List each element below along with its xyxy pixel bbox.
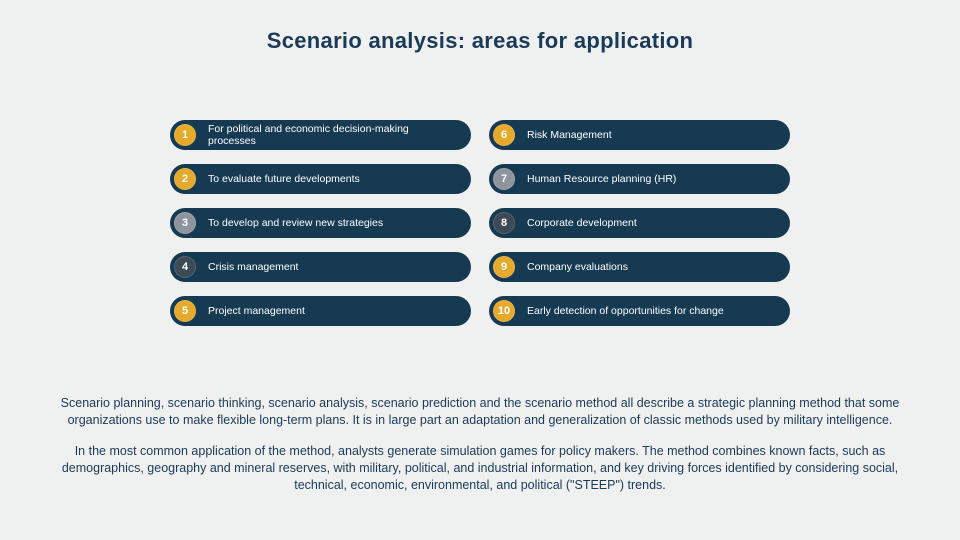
list-item: 5 Project management <box>170 296 471 326</box>
item-number-badge: 10 <box>493 300 515 322</box>
list-item: 6 Risk Management <box>489 120 790 150</box>
list-item: 2 To evaluate future developments <box>170 164 471 194</box>
application-list: 1 For political and economic decision-ma… <box>170 120 790 326</box>
list-item: 7 Human Resource planning (HR) <box>489 164 790 194</box>
list-item: 9 Company evaluations <box>489 252 790 282</box>
item-number-badge: 1 <box>174 124 196 146</box>
item-number-badge: 2 <box>174 168 196 190</box>
item-label: To evaluate future developments <box>208 173 360 185</box>
item-number-badge: 4 <box>174 256 196 278</box>
list-item: 3 To develop and review new strategies <box>170 208 471 238</box>
item-label: Crisis management <box>208 261 298 273</box>
page-title: Scenario analysis: areas for application <box>0 0 960 54</box>
item-label: Project management <box>208 305 305 317</box>
item-number-badge: 7 <box>493 168 515 190</box>
description-paragraph: In the most common application of the me… <box>60 443 900 494</box>
list-item: 10 Early detection of opportunities for … <box>489 296 790 326</box>
list-item: 4 Crisis management <box>170 252 471 282</box>
item-label: Corporate development <box>527 217 637 229</box>
item-label: Company evaluations <box>527 261 628 273</box>
description-paragraph: Scenario planning, scenario thinking, sc… <box>60 395 900 429</box>
item-number-badge: 5 <box>174 300 196 322</box>
item-number-badge: 8 <box>493 212 515 234</box>
item-label: To develop and review new strategies <box>208 217 383 229</box>
list-item: 8 Corporate development <box>489 208 790 238</box>
description-block: Scenario planning, scenario thinking, sc… <box>60 395 900 493</box>
item-label: Human Resource planning (HR) <box>527 173 676 185</box>
item-number-badge: 6 <box>493 124 515 146</box>
item-label: For political and economic decision-maki… <box>208 123 457 147</box>
item-label: Risk Management <box>527 129 612 141</box>
list-item: 1 For political and economic decision-ma… <box>170 120 471 150</box>
item-number-badge: 3 <box>174 212 196 234</box>
item-label: Early detection of opportunities for cha… <box>527 305 724 317</box>
item-number-badge: 9 <box>493 256 515 278</box>
